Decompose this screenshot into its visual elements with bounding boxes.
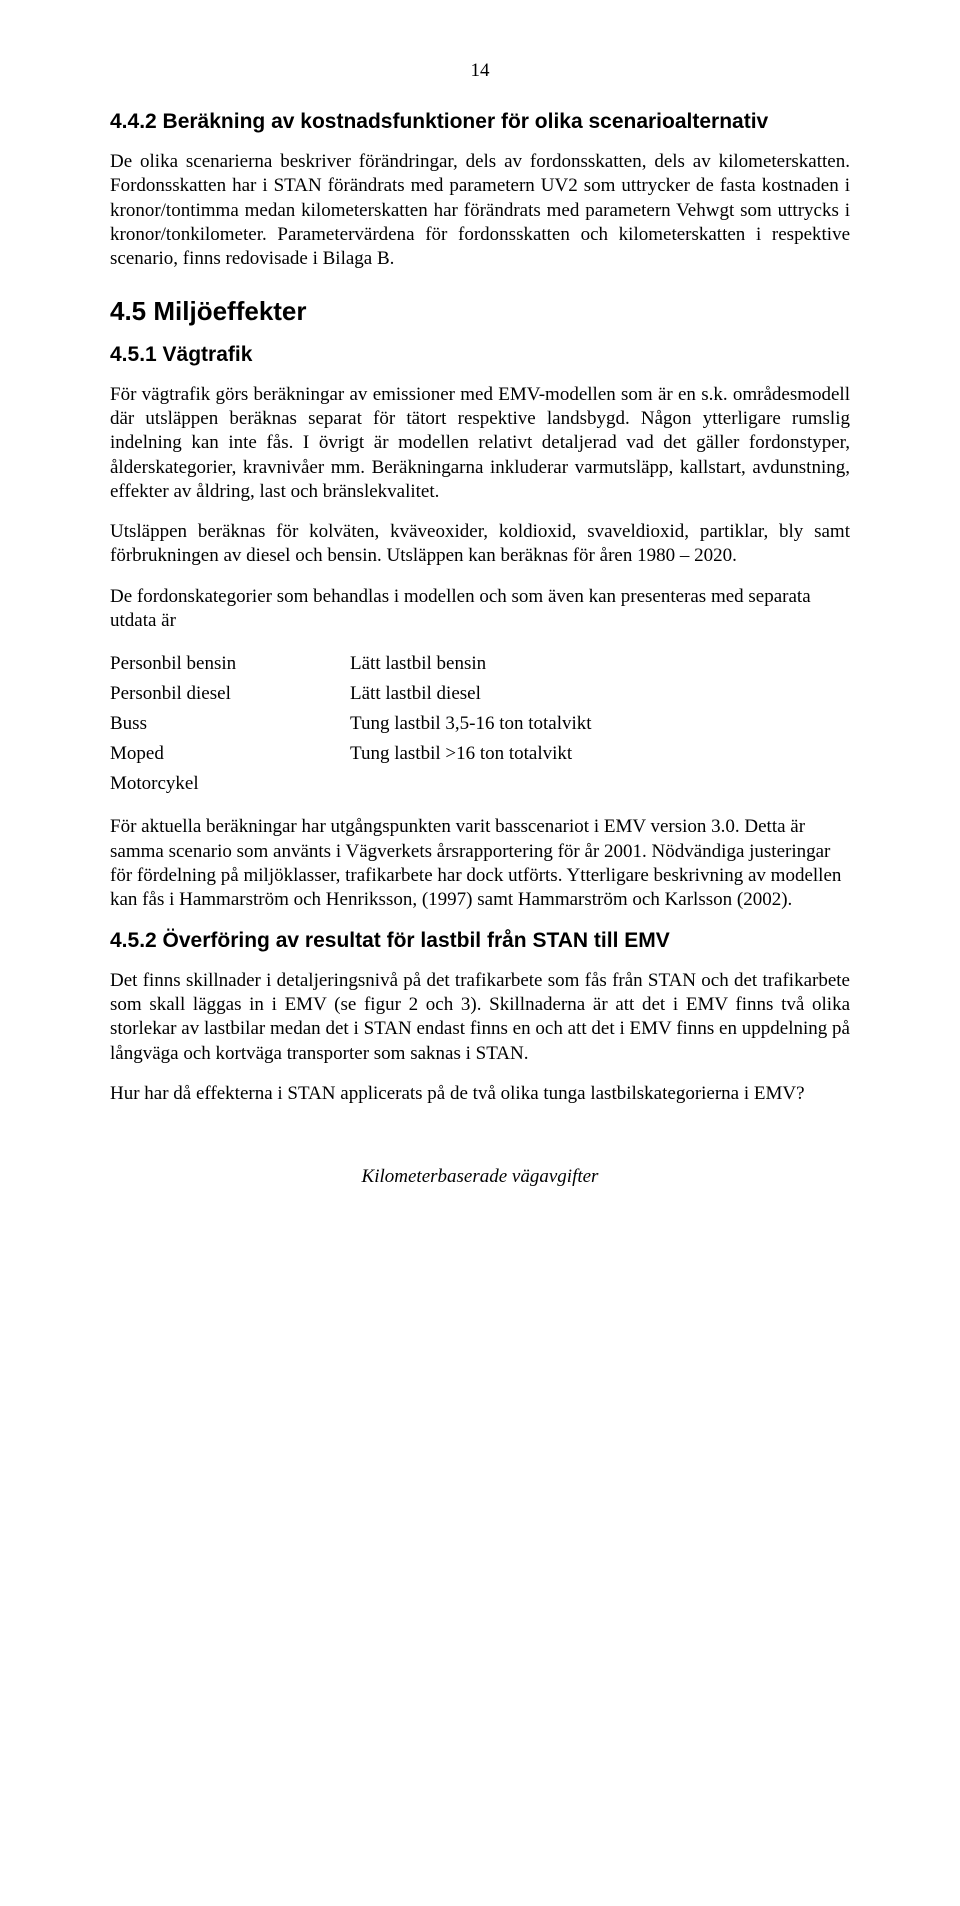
- vehicle-category-table: Personbil bensin Lätt lastbil bensin Per…: [110, 649, 592, 799]
- paragraph: Det finns skillnader i detaljeringsnivå …: [110, 969, 850, 1066]
- table-cell: Tung lastbil 3,5-16 ton totalvikt: [350, 709, 592, 739]
- table-row: Buss Tung lastbil 3,5-16 ton totalvikt: [110, 709, 592, 739]
- paragraph: För vägtrafik görs beräkningar av emissi…: [110, 383, 850, 505]
- heading-4-5-2: 4.5.2 Överföring av resultat för lastbil…: [110, 929, 850, 953]
- table-cell: Lätt lastbil bensin: [350, 649, 592, 679]
- table-cell: Personbil diesel: [110, 679, 350, 709]
- paragraph: Hur har då effekterna i STAN applicerats…: [110, 1082, 850, 1106]
- table-row: Moped Tung lastbil >16 ton totalvikt: [110, 739, 592, 769]
- heading-4-5: 4.5 Miljöeffekter: [110, 296, 850, 327]
- heading-4-5-1: 4.5.1 Vägtrafik: [110, 343, 850, 367]
- table-cell: Motorcykel: [110, 769, 350, 799]
- table-row: Personbil diesel Lätt lastbil diesel: [110, 679, 592, 709]
- heading-4-4-2: 4.4.2 Beräkning av kostnadsfunktioner fö…: [110, 110, 850, 134]
- paragraph: De fordonskategorier som behandlas i mod…: [110, 585, 850, 634]
- table-cell: [350, 769, 592, 799]
- paragraph: De olika scenarierna beskriver förändrin…: [110, 150, 850, 272]
- table-cell: Personbil bensin: [110, 649, 350, 679]
- table-row: Personbil bensin Lätt lastbil bensin: [110, 649, 592, 679]
- footer-text: Kilometerbaserade vägavgifter: [110, 1166, 850, 1188]
- table-cell: Moped: [110, 739, 350, 769]
- paragraph: För aktuella beräkningar har utgångspunk…: [110, 815, 850, 912]
- table-row: Motorcykel: [110, 769, 592, 799]
- table-cell: Buss: [110, 709, 350, 739]
- page-number: 14: [110, 60, 850, 82]
- table-cell: Tung lastbil >16 ton totalvikt: [350, 739, 592, 769]
- paragraph: Utsläppen beräknas för kolväten, kväveox…: [110, 520, 850, 569]
- table-cell: Lätt lastbil diesel: [350, 679, 592, 709]
- document-page: 14 4.4.2 Beräkning av kostnadsfunktioner…: [0, 0, 960, 1248]
